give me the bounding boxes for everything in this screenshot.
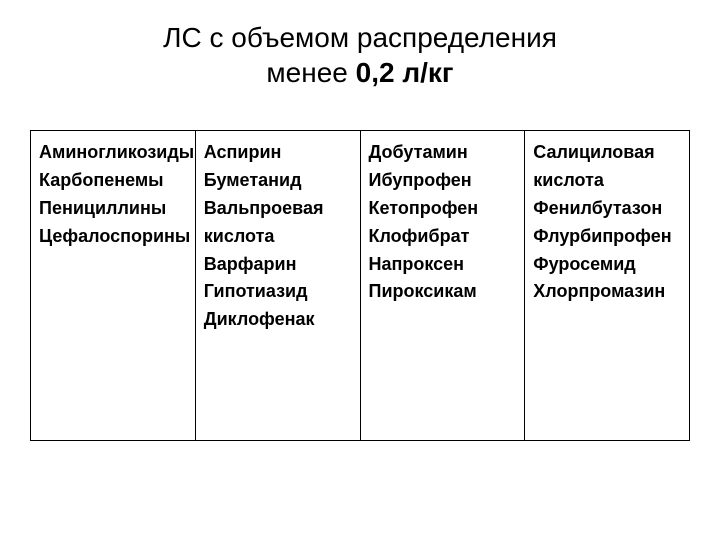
- drug-item: Диклофенак: [204, 306, 354, 334]
- title-line1: ЛС с объемом распределения: [163, 22, 557, 53]
- drug-item: Фенилбутазон: [533, 195, 683, 223]
- drug-item: Гипотиазид: [204, 278, 354, 306]
- table-cell-0: АминогликозидыКарбопенемыПенициллиныЦефа…: [31, 131, 196, 441]
- drug-item: Хлорпромазин: [533, 278, 683, 306]
- drug-item: Аминогликозиды: [39, 139, 189, 167]
- drug-item: Пенициллины: [39, 195, 189, 223]
- drug-item: Карбопенемы: [39, 167, 189, 195]
- table-cell-2: ДобутаминИбупрофенКетопрофенКлофибратНап…: [360, 131, 525, 441]
- slide: ЛС с объемом распределения менее 0,2 л/к…: [0, 0, 720, 540]
- slide-title: ЛС с объемом распределения менее 0,2 л/к…: [30, 20, 690, 90]
- title-line2-prefix: менее: [266, 57, 355, 88]
- drug-item: Фуросемид: [533, 251, 683, 279]
- drug-item: Буметанид: [204, 167, 354, 195]
- drug-item: Варфарин: [204, 251, 354, 279]
- table-cell-1: АспиринБуметанидВальпроевая кислотаВарфа…: [195, 131, 360, 441]
- drug-item: Кетопрофен: [369, 195, 519, 223]
- drug-table: АминогликозидыКарбопенемыПенициллиныЦефа…: [30, 130, 690, 441]
- drug-item: Добутамин: [369, 139, 519, 167]
- table-row: АминогликозидыКарбопенемыПенициллиныЦефа…: [31, 131, 690, 441]
- drug-item: Напроксен: [369, 251, 519, 279]
- drug-item: Цефалоспорины: [39, 223, 189, 251]
- table-cell-3: Салициловая кислотаФенилбутазонФлурбипро…: [525, 131, 690, 441]
- drug-item: Пироксикам: [369, 278, 519, 306]
- drug-item: Вальпроевая кислота: [204, 195, 354, 251]
- title-line2-bold: 0,2 л/кг: [356, 57, 454, 88]
- drug-item: Аспирин: [204, 139, 354, 167]
- drug-item: Ибупрофен: [369, 167, 519, 195]
- drug-item: Клофибрат: [369, 223, 519, 251]
- drug-item: Флурбипрофен: [533, 223, 683, 251]
- drug-item: Салициловая кислота: [533, 139, 683, 195]
